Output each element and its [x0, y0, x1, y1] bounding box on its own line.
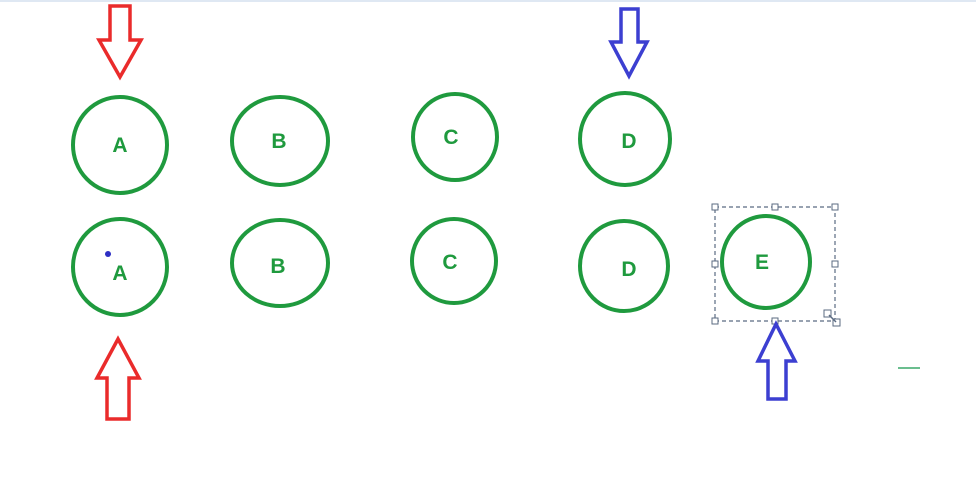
blue-up-arrow-icon[interactable] [755, 320, 798, 401]
circle-label-d-top: D [621, 130, 636, 153]
red-up-arrow-icon[interactable] [94, 335, 142, 421]
circle-b-bottom[interactable]: B [230, 218, 330, 308]
circle-c-bottom[interactable]: C [410, 217, 498, 305]
selection-handle-top-left[interactable] [711, 203, 719, 211]
selection-handle-top-right[interactable] [831, 203, 839, 211]
blue-down-arrow-icon[interactable] [608, 7, 650, 80]
resize-handle-icon[interactable] [823, 309, 841, 327]
selection-handle-right[interactable] [831, 260, 839, 268]
circle-label-b-top: B [271, 130, 286, 153]
circle-d-bottom[interactable]: D [578, 219, 670, 313]
circle-d-top[interactable]: D [578, 91, 672, 187]
circle-a-bottom[interactable]: A [71, 217, 169, 317]
circle-label-e: E [755, 251, 769, 274]
selection-frame[interactable] [711, 203, 841, 327]
circle-b-top[interactable]: B [230, 95, 330, 187]
circle-label-d-bottom: D [621, 258, 636, 281]
circle-e[interactable]: E [720, 214, 812, 310]
circle-label-a-bottom: A [112, 262, 127, 285]
selection-handle-left[interactable] [711, 260, 719, 268]
cursor-dot [105, 251, 111, 257]
circle-c-top[interactable]: C [411, 92, 499, 182]
circle-label-b-bottom: B [270, 255, 285, 278]
circle-a-top[interactable]: A [71, 95, 169, 195]
red-down-arrow-icon[interactable] [95, 4, 145, 81]
selection-handle-bottom-left[interactable] [711, 317, 719, 325]
circle-label-c-bottom: C [442, 251, 457, 274]
window-top-edge [0, 0, 976, 2]
selection-handle-top[interactable] [771, 203, 779, 211]
circle-label-c-top: C [443, 126, 458, 149]
circle-label-a-top: A [112, 134, 127, 157]
